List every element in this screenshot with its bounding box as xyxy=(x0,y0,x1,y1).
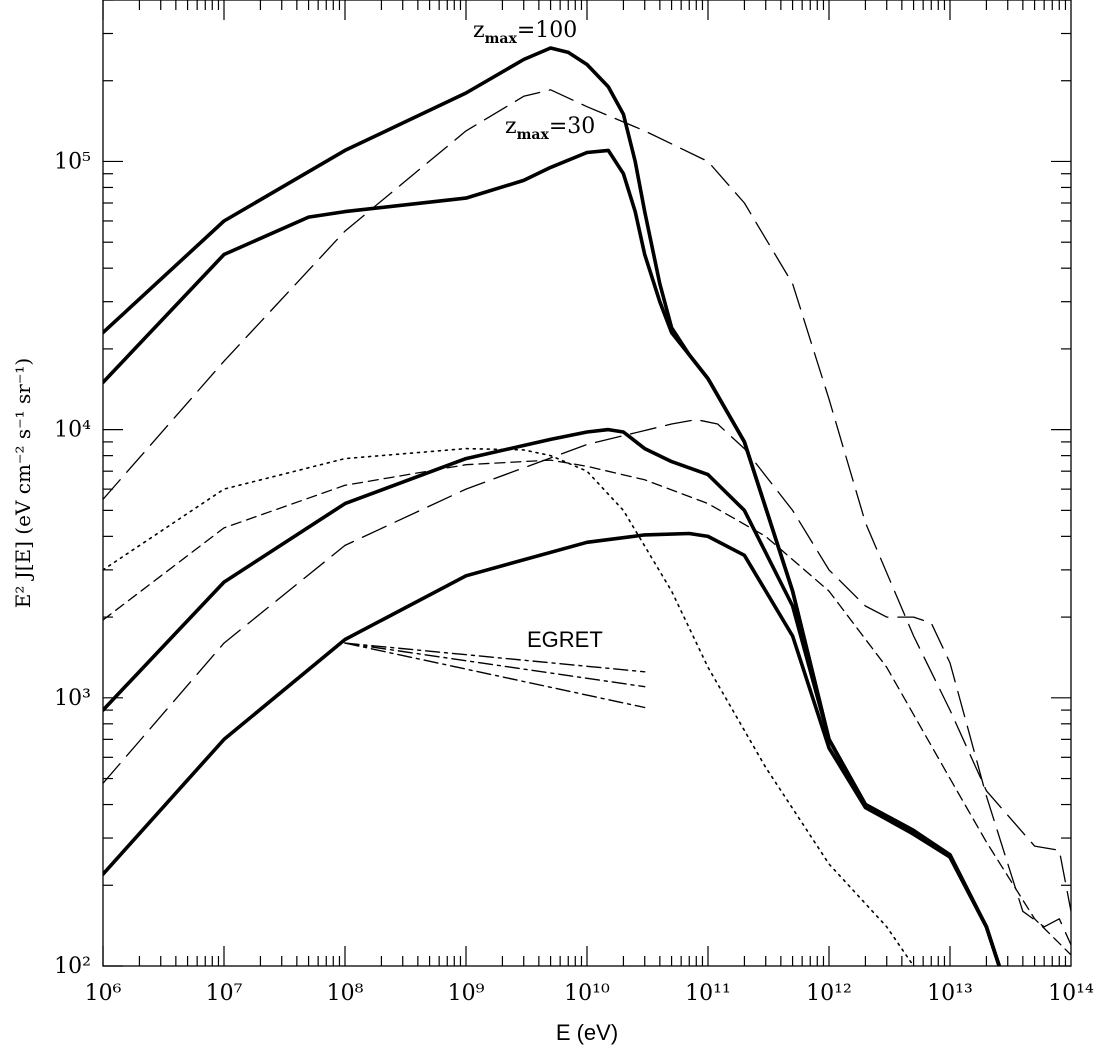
series-layer xyxy=(103,46,1071,966)
annotation-zmax-30: zmax=30 xyxy=(505,114,595,143)
y-axis-label: E² J[E] (eV cm⁻² s⁻¹ sr⁻¹) xyxy=(11,358,35,609)
series-line-8 xyxy=(103,447,915,966)
series-line-4 xyxy=(103,531,1002,966)
series-line-11 xyxy=(344,642,646,709)
y-tick-label: 10² xyxy=(54,954,91,979)
series-line-3 xyxy=(103,427,1002,966)
x-tick-label: 10¹² xyxy=(806,981,852,1006)
x-tick-label: 10⁹ xyxy=(448,981,485,1006)
y-tick-label: 10³ xyxy=(54,686,91,711)
series-line-9 xyxy=(344,642,646,673)
y-tick-label: 10⁴ xyxy=(54,418,91,443)
x-tick-label: 10¹⁰ xyxy=(564,981,610,1006)
series-line-5 xyxy=(103,89,1071,912)
series-line-7 xyxy=(103,459,1071,956)
annotation-egret: EGRET xyxy=(527,627,603,652)
x-tick-labels: 10⁶ 10⁷ 10⁸ 10⁹ 10¹⁰ 10¹¹ 10¹² 10¹³ 10¹⁴ xyxy=(85,981,1094,1006)
minor-ticks xyxy=(102,0,1071,967)
series-line-6 xyxy=(103,418,1071,946)
series-line-10 xyxy=(344,642,646,688)
x-tick-label: 10¹¹ xyxy=(685,981,731,1006)
x-tick-label: 10¹⁴ xyxy=(1048,981,1094,1006)
y-tick-labels: 10² 10³ 10⁴ 10⁵ xyxy=(54,149,91,979)
x-tick-label: 10⁸ xyxy=(327,981,364,1006)
x-tick-label: 10⁷ xyxy=(206,981,243,1006)
y-tick-label: 10⁵ xyxy=(54,149,91,174)
x-axis-label: E (eV) xyxy=(556,1020,618,1045)
x-tick-label: 10¹³ xyxy=(927,981,973,1006)
annotation-zmax-100: zmax=100 xyxy=(473,18,577,47)
x-tick-label: 10⁶ xyxy=(85,981,122,1006)
series-line-1 xyxy=(103,46,1002,966)
